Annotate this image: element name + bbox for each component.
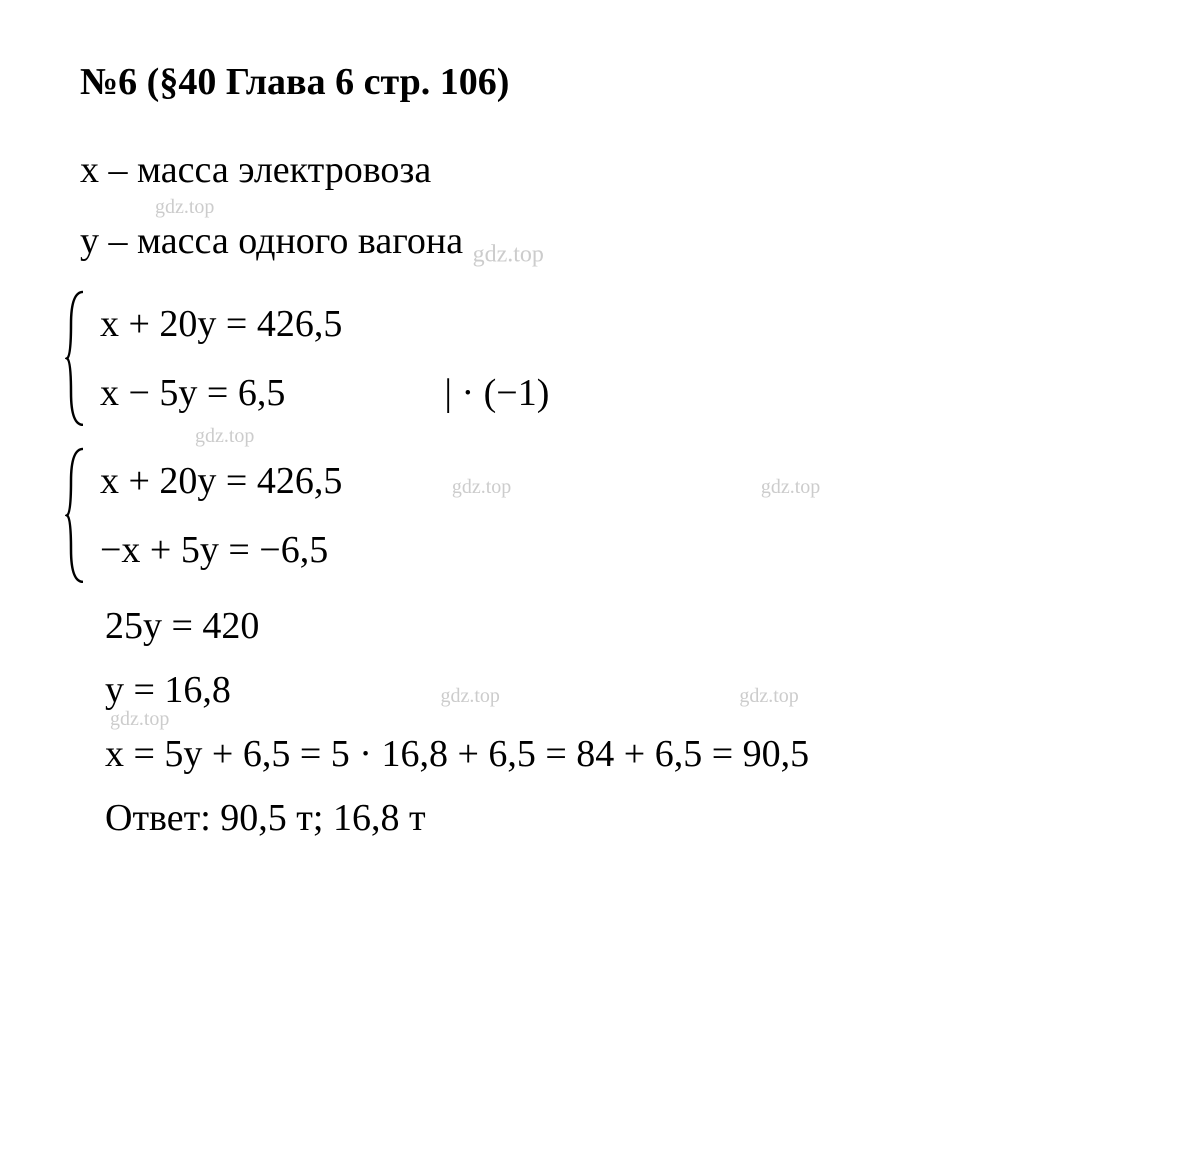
step-2-row: y = 16,8 gdz.top gdz.top <box>80 668 1103 712</box>
step-3: x = 5y + 6,5 = 5 · 16,8 + 6,5 = 84 + 6,5… <box>105 733 809 775</box>
watermark-icon: gdz.top <box>155 193 214 221</box>
system-1-eq2-row: x − 5y = 6,5 | · (−1) <box>100 359 1103 427</box>
watermark-icon: gdz.top <box>761 476 820 498</box>
system-1-content: x + 20y = 426,5 x − 5y = 6,5 | · (−1) <box>80 290 1103 427</box>
system-2-eq2: −x + 5y = −6,5 <box>100 516 1103 584</box>
watermark-icon: gdz.top <box>195 425 254 448</box>
definition-y: y – масса одного вагона <box>80 220 463 262</box>
watermark-icon: gdz.top <box>739 685 798 707</box>
multiplier: | · (−1) <box>444 372 549 414</box>
watermark-icon: gdz.top <box>473 242 544 268</box>
system-2-eq1-row: x + 20y = 426,5 gdz.top gdz.top <box>100 447 1103 515</box>
system-1-eq1: x + 20y = 426,5 <box>100 290 1103 358</box>
system-2-content: x + 20y = 426,5 gdz.top gdz.top −x + 5y … <box>80 447 1103 584</box>
step-1: 25y = 420 <box>80 604 1103 648</box>
step-2: y = 16,8 <box>105 669 231 711</box>
definition-y-wrapper: gdz.top y – масса одного вагона gdz.top <box>80 215 1103 272</box>
step-3-row: gdz.top x = 5y + 6,5 = 5 · 16,8 + 6,5 = … <box>80 732 1103 776</box>
watermark-icon: gdz.top <box>440 685 499 707</box>
bracket-icon <box>65 447 85 584</box>
equation-system-2: gdz.top x + 20y = 426,5 gdz.top gdz.top … <box>80 447 1103 584</box>
system-1-eq2: x − 5y = 6,5 <box>100 372 285 414</box>
system-2-eq1: x + 20y = 426,5 <box>100 460 342 502</box>
problem-title: №6 (§40 Глава 6 стр. 106) <box>80 60 1103 104</box>
equation-system-1: x + 20y = 426,5 x − 5y = 6,5 | · (−1) <box>80 290 1103 427</box>
definition-x: x – масса электровоза <box>80 144 1103 197</box>
watermark-icon: gdz.top <box>452 476 511 498</box>
answer-line: Ответ: 90,5 т; 16,8 т <box>80 796 1103 840</box>
bracket-icon <box>65 290 85 427</box>
